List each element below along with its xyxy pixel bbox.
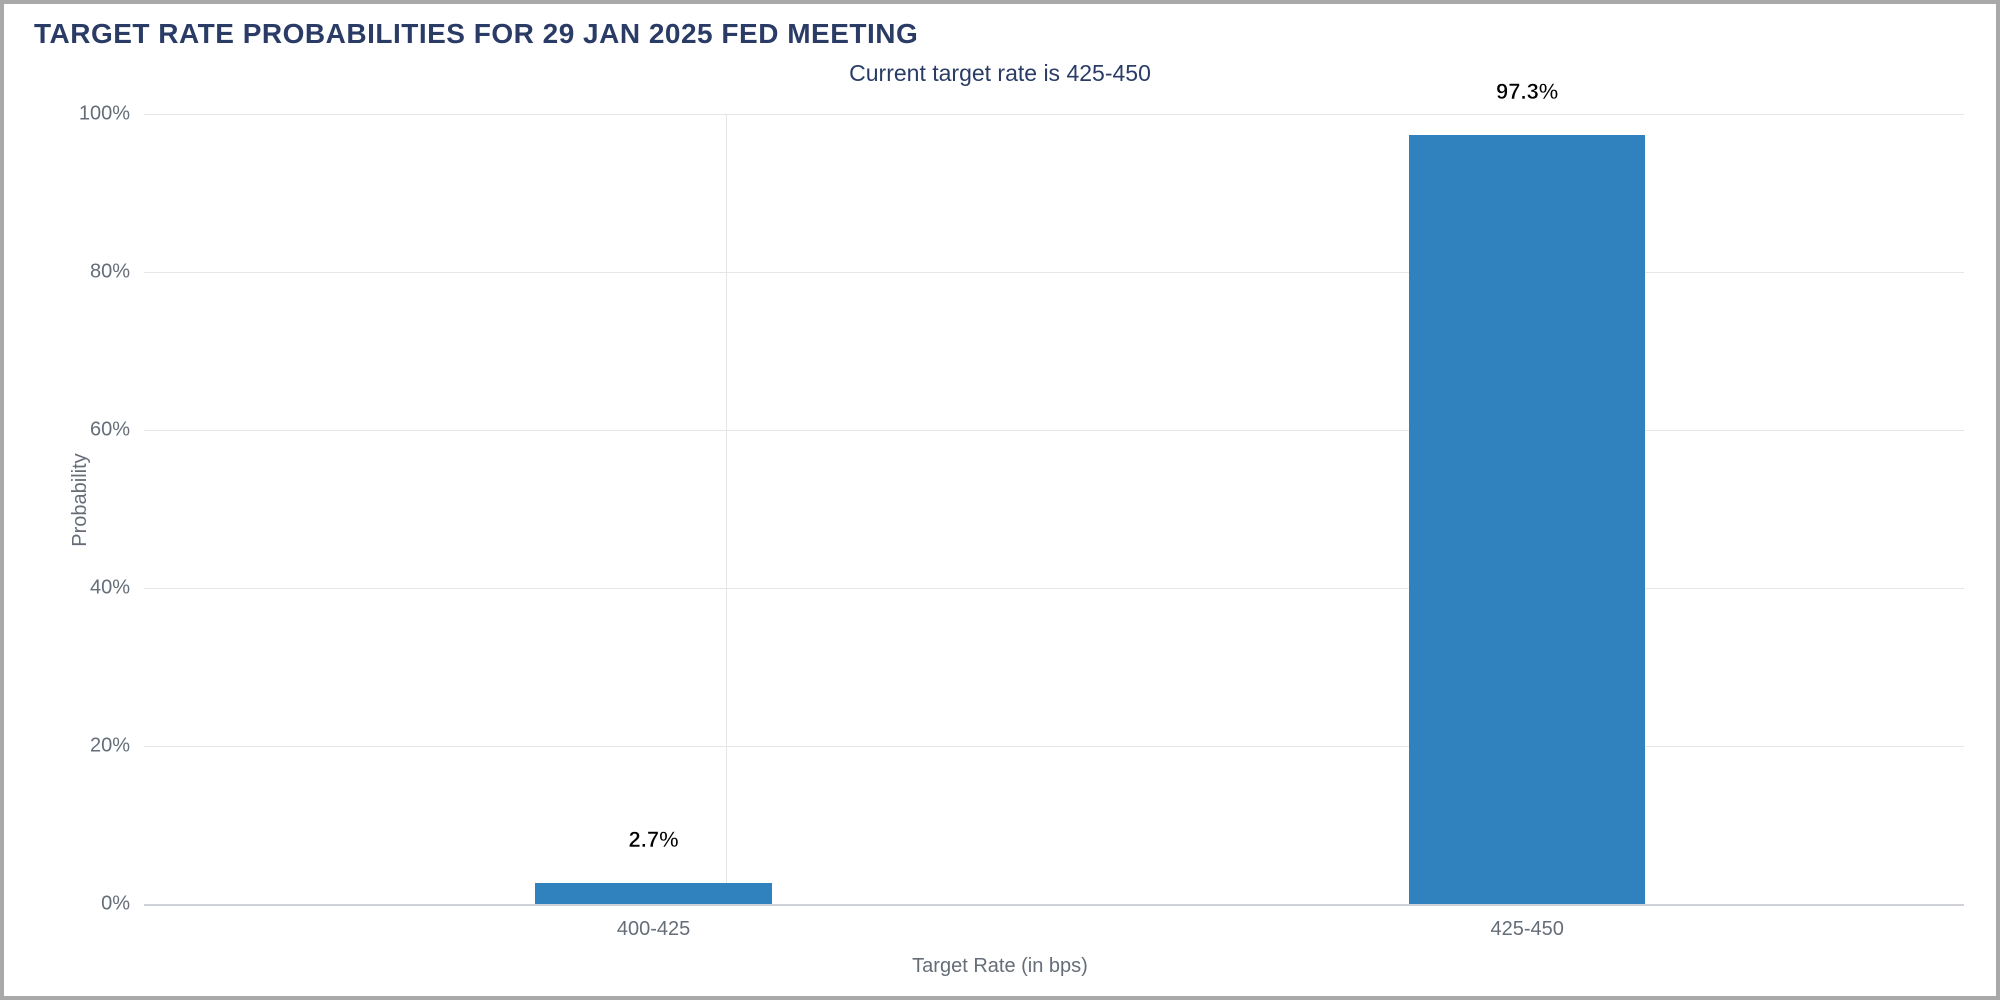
gridline-v [726,114,727,904]
chart-subtitle: Current target rate is 425-450 [4,60,1996,87]
y-tick-label: 40% [90,577,130,600]
bar [535,883,772,904]
gridline-h [144,588,1964,589]
gridline-h [144,114,1964,115]
y-tick-label: 80% [90,261,130,284]
x-axis-title: Target Rate (in bps) [4,955,1996,978]
gridline-h [144,746,1964,747]
bar-value-label: 97.3% [1496,79,1558,105]
y-tick-label: 100% [79,103,130,126]
chart-frame: TARGET RATE PROBABILITIES FOR 29 JAN 202… [0,0,2000,1000]
bar-value-label: 2.7% [629,827,679,853]
y-tick-label: 0% [101,893,130,916]
plot-area: 0%20%40%60%80%100%2.7%400-42597.3%425-45… [144,114,1964,904]
x-tick-label: 400-425 [617,918,690,941]
chart-title: TARGET RATE PROBABILITIES FOR 29 JAN 202… [34,18,918,50]
y-axis-title: Probability [69,453,92,546]
gridline-h [144,904,1964,906]
gridline-h [144,272,1964,273]
x-tick-label: 425-450 [1490,918,1563,941]
y-tick-label: 20% [90,735,130,758]
y-tick-label: 60% [90,419,130,442]
bar [1409,135,1646,904]
gridline-h [144,430,1964,431]
